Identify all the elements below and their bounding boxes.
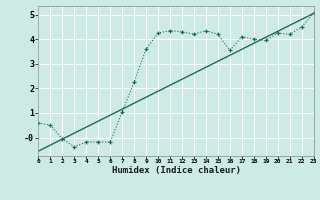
X-axis label: Humidex (Indice chaleur): Humidex (Indice chaleur) [111,166,241,175]
